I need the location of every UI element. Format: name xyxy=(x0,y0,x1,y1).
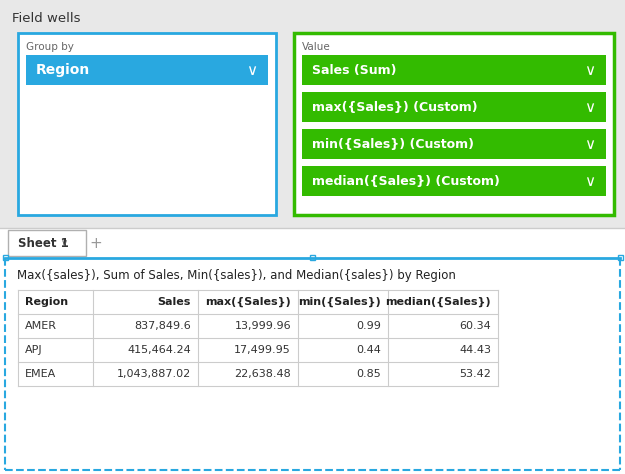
Text: ∨: ∨ xyxy=(584,137,596,152)
Text: Region: Region xyxy=(36,63,90,77)
Text: 1,043,887.02: 1,043,887.02 xyxy=(117,369,191,379)
Text: 415,464.24: 415,464.24 xyxy=(127,345,191,355)
Text: Group by: Group by xyxy=(26,42,74,52)
Text: +: + xyxy=(89,236,102,250)
FancyBboxPatch shape xyxy=(0,228,625,474)
FancyBboxPatch shape xyxy=(302,55,606,85)
Text: 0.99: 0.99 xyxy=(356,321,381,331)
Text: Sheet 1: Sheet 1 xyxy=(18,237,69,249)
FancyBboxPatch shape xyxy=(6,259,619,469)
Text: max({Sales}) (Custom): max({Sales}) (Custom) xyxy=(312,100,478,113)
Text: max({Sales}): max({Sales}) xyxy=(205,297,291,307)
Text: min({Sales}): min({Sales}) xyxy=(298,297,381,307)
Text: ∨: ∨ xyxy=(246,63,258,78)
Text: median({Sales}): median({Sales}) xyxy=(386,297,491,307)
Text: Region: Region xyxy=(25,297,68,307)
FancyBboxPatch shape xyxy=(18,33,276,215)
FancyBboxPatch shape xyxy=(302,166,606,196)
Text: Sales (Sum): Sales (Sum) xyxy=(312,64,396,76)
FancyBboxPatch shape xyxy=(310,255,315,260)
Text: 0.85: 0.85 xyxy=(356,369,381,379)
Text: 837,849.6: 837,849.6 xyxy=(134,321,191,331)
FancyBboxPatch shape xyxy=(8,230,86,256)
Text: AMER: AMER xyxy=(25,321,57,331)
FancyBboxPatch shape xyxy=(294,33,614,215)
FancyBboxPatch shape xyxy=(302,129,606,159)
Text: Field wells: Field wells xyxy=(12,11,81,25)
Text: 53.42: 53.42 xyxy=(459,369,491,379)
Text: 60.34: 60.34 xyxy=(459,321,491,331)
Text: Max({sales}), Sum of Sales, Min({sales}), and Median({sales}) by Region: Max({sales}), Sum of Sales, Min({sales})… xyxy=(17,270,456,283)
Text: ∨: ∨ xyxy=(61,238,68,248)
FancyBboxPatch shape xyxy=(618,255,623,260)
Text: Value: Value xyxy=(302,42,331,52)
Text: ∨: ∨ xyxy=(584,173,596,189)
Text: 0.44: 0.44 xyxy=(356,345,381,355)
Text: ∨: ∨ xyxy=(584,63,596,78)
Text: 22,638.48: 22,638.48 xyxy=(234,369,291,379)
Text: EMEA: EMEA xyxy=(25,369,56,379)
Text: APJ: APJ xyxy=(25,345,42,355)
Text: 17,499.95: 17,499.95 xyxy=(234,345,291,355)
Text: Sales: Sales xyxy=(158,297,191,307)
FancyBboxPatch shape xyxy=(26,55,268,85)
Text: min({Sales}) (Custom): min({Sales}) (Custom) xyxy=(312,137,474,151)
Text: 13,999.96: 13,999.96 xyxy=(234,321,291,331)
FancyBboxPatch shape xyxy=(302,92,606,122)
Text: 44.43: 44.43 xyxy=(459,345,491,355)
Text: ∨: ∨ xyxy=(584,100,596,115)
Text: median({Sales}) (Custom): median({Sales}) (Custom) xyxy=(312,174,500,188)
FancyBboxPatch shape xyxy=(3,255,8,260)
